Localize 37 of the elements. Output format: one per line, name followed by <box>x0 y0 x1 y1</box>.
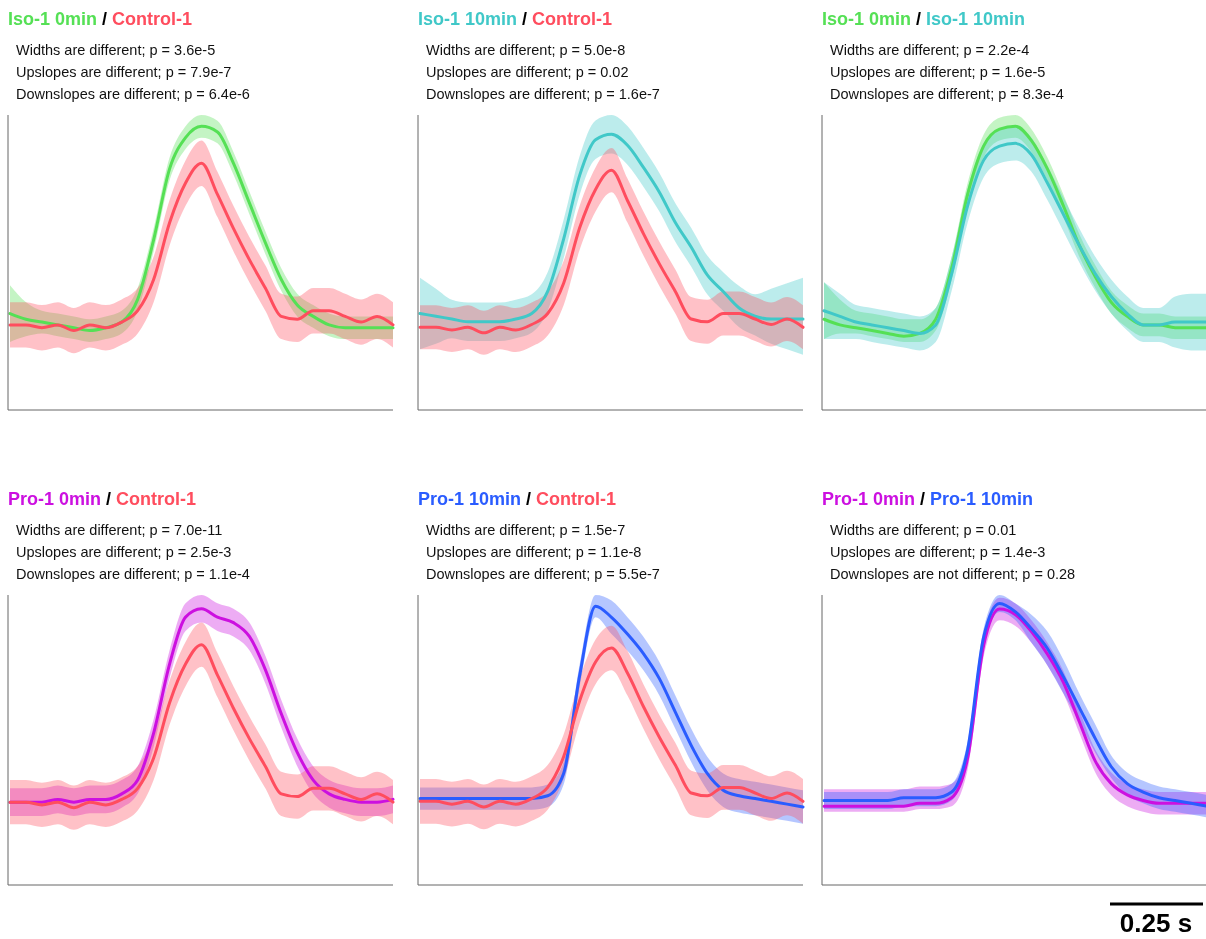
text: Iso-1 10min <box>926 9 1026 29</box>
text: Control-1 <box>532 9 613 29</box>
legend-title: / <box>517 9 533 29</box>
text: Downslopes are different; p = 5.5e-7 <box>426 566 660 582</box>
legend-title: / <box>97 9 113 29</box>
text: Widths are different; p = 5.0e-8 <box>426 42 626 58</box>
text: Control-1 <box>116 489 197 509</box>
text: Downslopes are not different; p = 0.28 <box>830 566 1076 582</box>
text: Upslopes are different; p = 7.9e-7 <box>16 64 232 80</box>
text: Pro-1 0min <box>8 489 102 509</box>
text: Control-1 <box>536 489 617 509</box>
text: Widths are different; p = 0.01 <box>830 522 1017 538</box>
text: Widths are different; p = 2.2e-4 <box>830 42 1030 58</box>
text: Upslopes are different; p = 1.4e-3 <box>830 544 1046 560</box>
legend-title: / <box>521 489 537 509</box>
text: Iso-1 10min <box>418 9 518 29</box>
text: Pro-1 10min <box>418 489 522 509</box>
text: Downslopes are different; p = 6.4e-6 <box>16 86 250 102</box>
legend-title: / <box>101 489 117 509</box>
text: Widths are different; p = 7.0e-11 <box>16 522 223 538</box>
text: Downslopes are different; p = 8.3e-4 <box>830 86 1064 102</box>
text: Upslopes are different; p = 0.02 <box>426 64 629 80</box>
text: Iso-1 0min <box>8 9 98 29</box>
text: Widths are different; p = 3.6e-5 <box>16 42 216 58</box>
text: Downslopes are different; p = 1.1e-4 <box>16 566 250 582</box>
text: Iso-1 0min <box>822 9 912 29</box>
text: 0.25 s <box>1119 908 1193 938</box>
text: Upslopes are different; p = 1.6e-5 <box>830 64 1046 80</box>
text: Control-1 <box>112 9 193 29</box>
text: Pro-1 0min <box>822 489 916 509</box>
text: Upslopes are different; p = 2.5e-3 <box>16 544 232 560</box>
text: Pro-1 10min <box>930 489 1034 509</box>
legend-title: / <box>915 489 931 509</box>
legend-title: / <box>911 9 927 29</box>
text: Downslopes are different; p = 1.6e-7 <box>426 86 660 102</box>
text: Widths are different; p = 1.5e-7 <box>426 522 626 538</box>
text: Upslopes are different; p = 1.1e-8 <box>426 544 642 560</box>
